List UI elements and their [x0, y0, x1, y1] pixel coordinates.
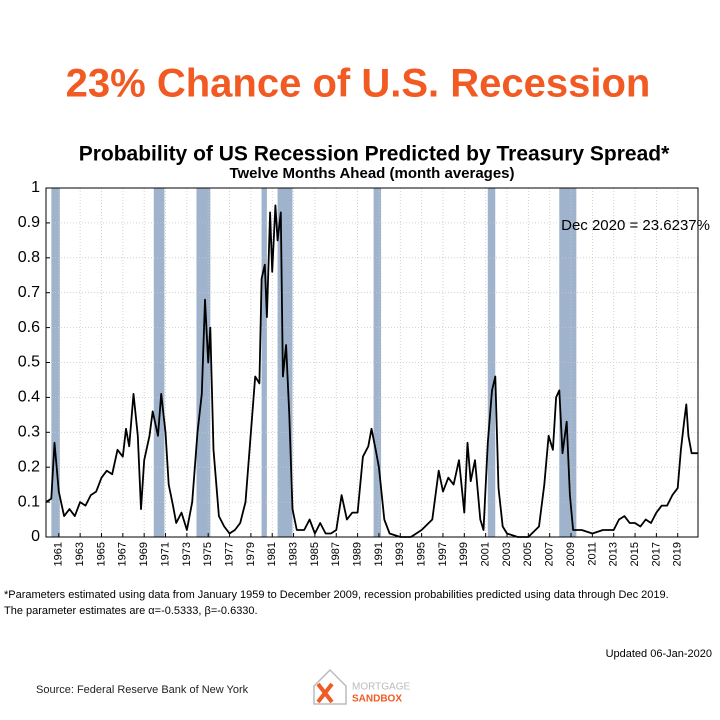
footnote: *Parameters estimated using data from Ja… [4, 589, 669, 601]
logo-text: MORTGAGE [352, 682, 410, 693]
x-tick-label: 1975 [202, 542, 214, 566]
x-tick-label: 2009 [565, 542, 577, 566]
x-tick-label: 1963 [74, 542, 86, 566]
annotation: Dec 2020 = 23.6237% [561, 217, 710, 234]
chart-title: Probability of US Recession Predicted by… [79, 143, 670, 166]
y-tick-label: 0.9 [18, 214, 40, 231]
x-tick-label: 1997 [437, 542, 449, 566]
x-tick-label: 1967 [117, 542, 129, 566]
logo-x [316, 682, 334, 704]
footnote: The parameter estimates are α=-0.5333, β… [4, 605, 258, 617]
y-tick-label: 0 [31, 528, 40, 545]
x-tick-label: 2019 [672, 542, 684, 566]
y-tick-label: 0.8 [18, 249, 40, 266]
recession-band [261, 188, 267, 537]
recession-band [559, 188, 577, 537]
x-tick-label: 1969 [138, 542, 150, 566]
x-tick-label: 1979 [245, 542, 257, 566]
y-tick-label: 0.7 [18, 284, 40, 301]
source: Source: Federal Reserve Bank of New York [36, 684, 249, 696]
y-tick-label: 0.2 [18, 458, 40, 475]
x-tick-label: 1987 [330, 542, 342, 566]
y-tick-label: 0.4 [18, 389, 40, 406]
logo-text: SANDBOX [352, 694, 402, 705]
logo: MORTGAGE SANDBOX [313, 668, 410, 705]
recession-band [373, 188, 382, 537]
updated-note: Updated 06-Jan-2020 [606, 648, 712, 660]
x-tick-label: 1985 [309, 542, 321, 566]
x-tick-label: 1999 [458, 542, 470, 566]
y-tick-label: 0.3 [18, 424, 40, 441]
series-line [45, 204, 698, 538]
y-tick-label: 1 [31, 179, 40, 196]
x-tick-label: 2013 [608, 542, 620, 566]
chart-subtitle: Twelve Months Ahead (month averages) [229, 165, 514, 182]
x-tick-label: 2007 [544, 542, 556, 566]
x-tick-label: 1991 [373, 542, 385, 566]
y-tick-label: 0.1 [18, 493, 40, 510]
x-tick-label: 1981 [266, 542, 278, 566]
plot-frame [45, 187, 699, 538]
recession-band [153, 188, 165, 537]
x-tick-label: 2017 [650, 542, 662, 566]
x-tick-label: 1961 [53, 542, 65, 566]
x-tick-label: 2011 [586, 542, 598, 566]
headline: 23% Chance of U.S. Recession [66, 62, 651, 106]
logo-house [313, 668, 347, 705]
y-tick-label: 0.6 [18, 319, 40, 336]
x-tick-label: 1977 [223, 542, 235, 566]
x-tick-label: 2005 [522, 542, 534, 566]
x-tick-label: 1983 [287, 542, 299, 566]
x-tick-label: 1989 [352, 542, 364, 566]
x-tick-label: 2003 [501, 542, 513, 566]
x-tick-label: 1995 [416, 542, 428, 566]
x-tick-label: 2001 [480, 542, 492, 566]
y-tick-label: 0.5 [18, 354, 40, 371]
x-tick-label: 1965 [95, 542, 107, 566]
recession-band [487, 188, 496, 537]
x-tick-label: 1973 [181, 542, 193, 566]
x-tick-label: 2015 [629, 542, 641, 566]
x-tick-label: 1971 [159, 542, 171, 566]
x-tick-label: 1993 [394, 542, 406, 566]
